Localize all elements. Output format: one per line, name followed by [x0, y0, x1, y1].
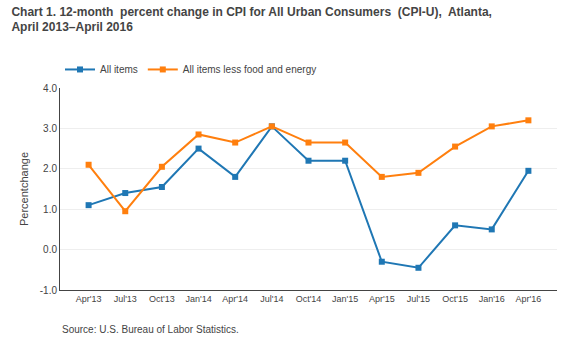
svg-text:Source: U.S. Bureau of Labor S: Source: U.S. Bureau of Labor Statistics. — [62, 324, 239, 335]
svg-text:Oct'13: Oct'13 — [149, 294, 175, 304]
svg-text:Percentchange: Percentchange — [18, 152, 30, 226]
svg-text:Apr'13: Apr'13 — [76, 294, 102, 304]
svg-text:Jul'14: Jul'14 — [260, 294, 283, 304]
svg-text:Jan'16: Jan'16 — [479, 294, 505, 304]
svg-text:-1.0: -1.0 — [40, 285, 58, 296]
svg-text:Apr'14: Apr'14 — [222, 294, 248, 304]
svg-text:2.0: 2.0 — [43, 163, 57, 174]
svg-text:4.0: 4.0 — [43, 83, 57, 94]
svg-text:Apr'16: Apr'16 — [516, 294, 542, 304]
svg-text:0.0: 0.0 — [43, 244, 57, 255]
svg-text:Jan'15: Jan'15 — [332, 294, 358, 304]
svg-text:Jan'14: Jan'14 — [185, 294, 211, 304]
svg-text:Oct'15: Oct'15 — [442, 294, 468, 304]
svg-text:Jul'15: Jul'15 — [407, 294, 430, 304]
svg-text:Oct'14: Oct'14 — [296, 294, 322, 304]
svg-text:1.0: 1.0 — [43, 204, 57, 215]
svg-text:Apr'15: Apr'15 — [369, 294, 395, 304]
svg-text:3.0: 3.0 — [43, 123, 57, 134]
svg-text:All items: All items — [100, 64, 138, 75]
svg-text:Jul'13: Jul'13 — [114, 294, 137, 304]
svg-text:All items less food and energy: All items less food and energy — [183, 64, 316, 75]
svg-text:Chart 1. 12-month percent cha: Chart 1. 12-month percent change in CPI … — [11, 5, 492, 35]
